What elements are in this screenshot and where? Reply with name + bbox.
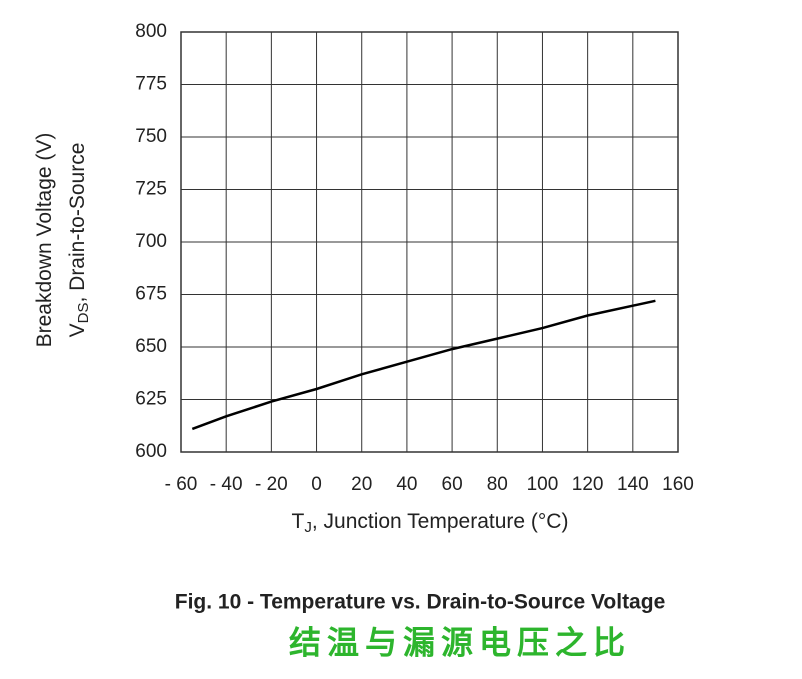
y-axis-label: VDS, Drain-to-Source Breakdown Voltage (V… (33, 133, 92, 348)
x-tick-label: 40 (396, 474, 417, 495)
x-label-text: , Junction Temperature (°C) (312, 510, 569, 533)
x-tick-label: 100 (527, 474, 559, 495)
x-tick-label: - 20 (255, 474, 288, 495)
x-label-symbol: T (292, 510, 305, 533)
y-label-text: , Drain-to-Source (66, 143, 89, 303)
y-tick-label: 725 (135, 179, 167, 200)
x-tick-label: 140 (617, 474, 649, 495)
x-tick-label: 120 (572, 474, 604, 495)
x-tick-label: 20 (351, 474, 372, 495)
y-tick-label: 700 (135, 231, 167, 252)
x-tick-label: - 60 (165, 474, 198, 495)
x-label-subscript: J (304, 519, 312, 536)
x-tick-label: 80 (487, 474, 508, 495)
y-tick-label: 775 (135, 74, 167, 95)
y-tick-label: 600 (135, 441, 167, 462)
x-tick-label: 60 (442, 474, 463, 495)
y-tick-label: 625 (135, 389, 167, 410)
y-tick-label: 800 (135, 21, 167, 42)
y-tick-label: 675 (135, 284, 167, 305)
y-label-line2: Breakdown Voltage (V) (33, 133, 56, 348)
x-tick-label: 0 (311, 474, 322, 495)
data-line (191, 299, 656, 431)
y-tick-label: 750 (135, 126, 167, 147)
y-tick-label: 650 (135, 336, 167, 357)
x-axis-label: TJ, Junction Temperature (°C) (292, 510, 569, 536)
y-label-subscript: DS (75, 303, 92, 324)
caption-cn: 结温与漏源电压之比 (289, 624, 631, 660)
caption: Fig. 10 - Temperature vs. Drain-to-Sourc… (175, 591, 666, 614)
plot-border (180, 31, 679, 453)
x-tick-label: - 40 (210, 474, 243, 495)
x-tick-label: 160 (662, 474, 694, 495)
y-label-symbol: V (66, 323, 89, 337)
